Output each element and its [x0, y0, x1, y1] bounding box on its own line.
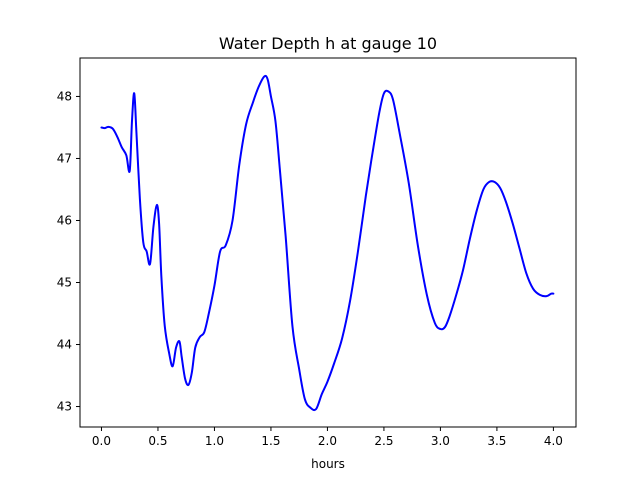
y-tick-label: 48	[57, 89, 72, 103]
axis-ticks: 0.0 0.5 1.0 1.5 2.0 2.5 3.0 3.5 4.0 43 44 45 46 47 48	[57, 89, 563, 448]
y-tick-label: 43	[57, 400, 72, 414]
x-tick-label: 0.5	[148, 434, 167, 448]
y-tick-label: 45	[57, 276, 72, 290]
plot-area	[100, 74, 555, 412]
x-axis-label: hours	[311, 457, 345, 471]
y-tick-label: 44	[57, 338, 72, 352]
chart-title: Water Depth h at gauge 10	[219, 34, 437, 53]
x-tick-label: 4.0	[544, 434, 563, 448]
axes-frame	[79, 57, 577, 428]
x-tick-label: 1.0	[205, 434, 224, 448]
x-tick-label: 2.5	[374, 434, 393, 448]
y-tick-label: 47	[57, 151, 72, 165]
y-tick-label: 46	[57, 213, 72, 227]
x-tick-label: 3.5	[487, 434, 506, 448]
series-line-1	[100, 74, 555, 412]
x-tick-label: 3.0	[431, 434, 450, 448]
x-tick-label: 1.5	[261, 434, 280, 448]
x-tick-label: 2.0	[318, 434, 337, 448]
x-tick-label: 0.0	[92, 434, 111, 448]
